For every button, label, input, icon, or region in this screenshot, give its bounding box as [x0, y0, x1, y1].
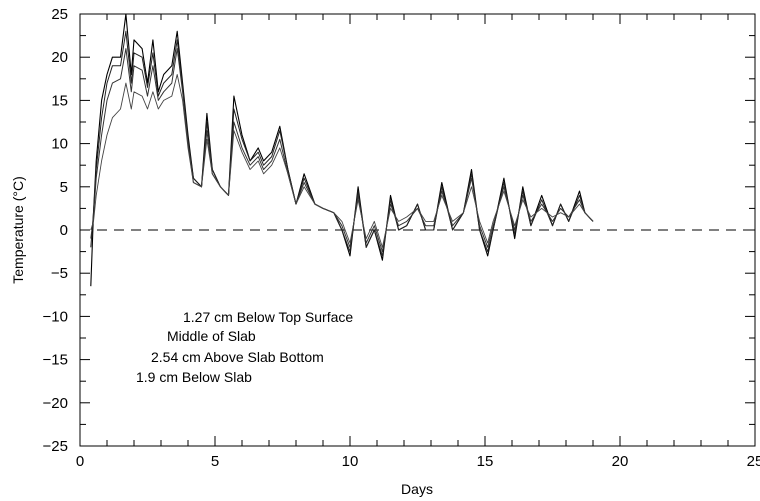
series-group [90, 13, 594, 287]
series-line-3 [90, 48, 594, 253]
legend-entry-1: 1.27 cm Below Top Surface [183, 309, 353, 325]
y-tick-label: −10 [43, 308, 68, 325]
y-tick-label: −25 [43, 438, 68, 455]
x-tick-label: 15 [477, 453, 494, 470]
x-tick-label: 20 [612, 453, 629, 470]
legend-entry-4: 1.9 cm Below Slab [136, 369, 252, 385]
y-tick-label: 0 [60, 222, 68, 239]
x-tick-label: 5 [211, 453, 219, 470]
y-tick-label: 5 [60, 179, 68, 196]
ticks-group [79, 13, 756, 447]
x-tick-label: 0 [76, 453, 84, 470]
legend-entry-3: 2.54 cm Above Slab Bottom [151, 349, 324, 365]
x-tick-label: 25 [747, 453, 760, 470]
y-tick-label: 10 [51, 136, 68, 153]
y-tick-label: −15 [43, 352, 68, 369]
series-line-2 [90, 30, 594, 257]
x-axis-title: Days [401, 481, 433, 497]
series-line-1 [90, 13, 594, 287]
y-axis-title: Temperature (°C) [10, 176, 26, 284]
series-line-4 [90, 74, 594, 248]
y-tick-label: −20 [43, 395, 68, 412]
legend-entry-2: Middle of Slab [167, 328, 256, 344]
y-tick-label: 25 [51, 6, 68, 23]
x-tick-label: 10 [342, 453, 359, 470]
y-tick-label: 20 [51, 49, 68, 66]
y-tick-label: −5 [51, 265, 68, 282]
y-tick-label: 15 [51, 92, 68, 109]
tick-labels-group: 0 5 10 15 20 25 −25 −20 −15 −10 −5 0 5 10 15 20 25 [43, 6, 760, 470]
